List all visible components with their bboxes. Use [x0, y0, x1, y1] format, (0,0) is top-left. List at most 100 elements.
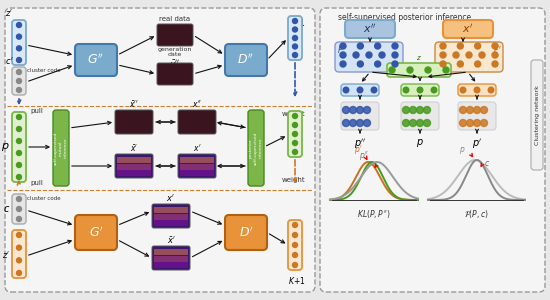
FancyBboxPatch shape	[152, 204, 190, 228]
Circle shape	[424, 119, 431, 127]
Circle shape	[440, 43, 446, 49]
Circle shape	[379, 52, 385, 58]
FancyBboxPatch shape	[458, 84, 496, 96]
Circle shape	[16, 151, 21, 155]
Bar	[180, 164, 214, 170]
Circle shape	[459, 106, 466, 113]
Circle shape	[16, 258, 21, 263]
Bar	[154, 249, 188, 255]
Circle shape	[481, 119, 487, 127]
Text: $z'$: $z'$	[5, 7, 13, 18]
FancyBboxPatch shape	[75, 215, 117, 250]
FancyBboxPatch shape	[341, 102, 379, 130]
Circle shape	[417, 87, 423, 93]
Circle shape	[416, 119, 424, 127]
Circle shape	[293, 52, 298, 58]
FancyBboxPatch shape	[178, 110, 216, 134]
FancyBboxPatch shape	[12, 67, 26, 95]
FancyBboxPatch shape	[288, 16, 302, 60]
Circle shape	[440, 61, 446, 67]
Circle shape	[340, 43, 346, 49]
Circle shape	[293, 253, 298, 257]
Text: $p$: $p$	[416, 137, 424, 149]
Circle shape	[16, 245, 21, 250]
FancyBboxPatch shape	[288, 111, 302, 157]
Text: $p'$: $p'$	[472, 137, 482, 151]
Bar	[180, 157, 214, 163]
FancyBboxPatch shape	[157, 24, 193, 46]
Circle shape	[466, 106, 474, 113]
FancyBboxPatch shape	[178, 154, 216, 178]
Circle shape	[16, 34, 21, 39]
Circle shape	[293, 149, 298, 154]
Circle shape	[364, 106, 371, 113]
Circle shape	[356, 119, 364, 127]
Circle shape	[474, 106, 481, 113]
Circle shape	[492, 43, 498, 49]
Text: self-supervised
mutual
inference: self-supervised mutual inference	[54, 131, 68, 165]
Circle shape	[16, 70, 21, 74]
FancyBboxPatch shape	[115, 154, 153, 178]
Circle shape	[343, 119, 349, 127]
Circle shape	[353, 52, 359, 58]
Bar	[117, 157, 151, 163]
Text: $c'$: $c'$	[5, 55, 13, 66]
Circle shape	[479, 52, 485, 58]
Circle shape	[458, 61, 463, 67]
Circle shape	[460, 87, 466, 93]
Circle shape	[293, 262, 298, 268]
Text: $p''$: $p''$	[359, 149, 369, 162]
Circle shape	[16, 206, 21, 211]
Circle shape	[343, 87, 349, 93]
Circle shape	[16, 217, 21, 221]
Text: $F'$: $F'$	[492, 44, 501, 55]
Text: $z$: $z$	[416, 54, 422, 62]
Circle shape	[293, 27, 298, 32]
Text: posterior
self-supervised
inference: posterior self-supervised inference	[249, 131, 263, 165]
Text: $K\!+\!1$: $K\!+\!1$	[288, 275, 306, 286]
Circle shape	[492, 52, 498, 58]
Bar	[154, 220, 188, 226]
Text: weight: weight	[282, 111, 306, 117]
Text: $\bar{x}''$: $\bar{x}''$	[169, 58, 180, 69]
Circle shape	[16, 127, 21, 131]
FancyBboxPatch shape	[12, 20, 26, 65]
Circle shape	[293, 19, 298, 23]
Circle shape	[410, 119, 416, 127]
Circle shape	[293, 122, 298, 128]
Bar	[180, 170, 214, 176]
Circle shape	[392, 52, 398, 58]
Text: Clustering network: Clustering network	[535, 85, 540, 145]
Circle shape	[371, 87, 377, 93]
FancyBboxPatch shape	[341, 84, 379, 96]
Text: $x''$: $x''$	[169, 23, 181, 34]
Circle shape	[431, 87, 437, 93]
Circle shape	[340, 61, 346, 67]
Circle shape	[16, 22, 21, 28]
Circle shape	[453, 52, 459, 58]
FancyBboxPatch shape	[115, 110, 153, 134]
FancyBboxPatch shape	[75, 44, 117, 76]
FancyBboxPatch shape	[435, 42, 503, 72]
Circle shape	[474, 119, 481, 127]
FancyBboxPatch shape	[12, 194, 26, 224]
Text: $\mathcal{F}(P,c)$: $\mathcal{F}(P,c)$	[464, 208, 488, 220]
Text: $p$: $p$	[367, 159, 373, 170]
Circle shape	[389, 67, 395, 73]
Text: $KL(P,P'')$: $KL(P,P'')$	[357, 208, 391, 220]
FancyBboxPatch shape	[152, 246, 190, 270]
Bar	[154, 214, 188, 220]
Circle shape	[375, 61, 381, 67]
FancyBboxPatch shape	[401, 102, 439, 130]
Text: cluster code: cluster code	[27, 196, 60, 200]
Circle shape	[364, 119, 371, 127]
Text: $c$: $c$	[484, 159, 490, 168]
Text: $D''$: $D''$	[238, 53, 255, 67]
Circle shape	[293, 242, 298, 247]
Text: $G'$: $G'$	[89, 225, 103, 240]
Text: real data: real data	[160, 16, 190, 22]
Circle shape	[356, 106, 364, 113]
FancyBboxPatch shape	[345, 20, 395, 38]
FancyBboxPatch shape	[443, 20, 493, 38]
FancyBboxPatch shape	[248, 110, 264, 186]
